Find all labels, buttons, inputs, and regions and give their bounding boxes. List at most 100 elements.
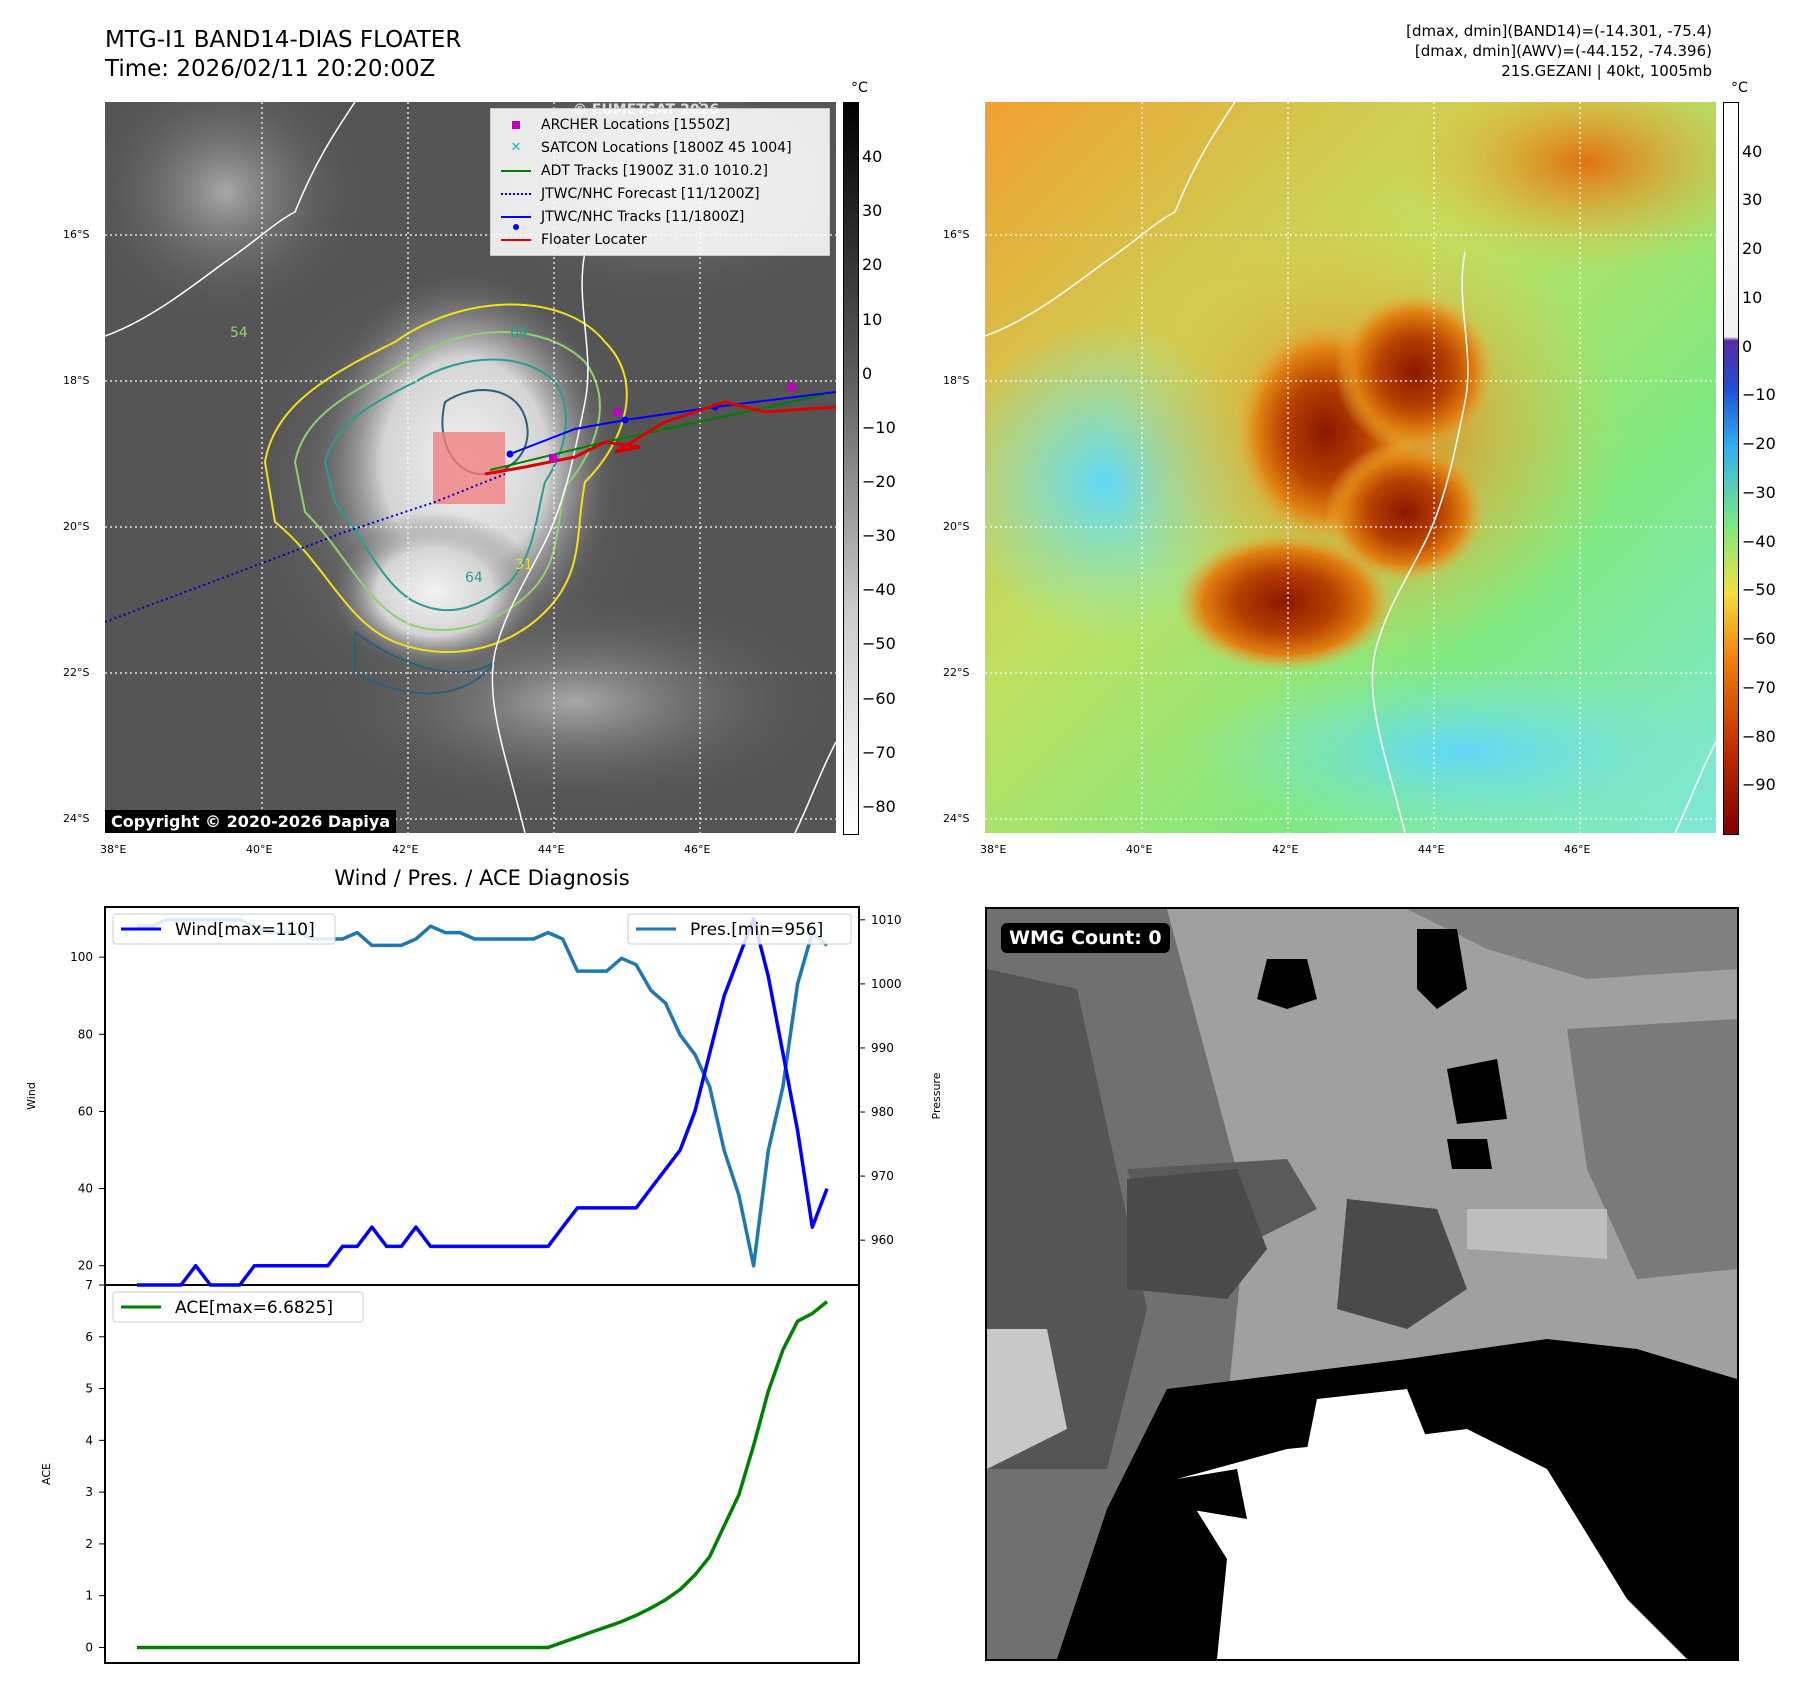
awv-colorbar-unit: °C [1731,80,1748,96]
ir-lat-label: 20°S [63,520,90,533]
ace-line [137,1300,829,1650]
ir-lat-label: 16°S [63,228,90,241]
wmg-dark-blob-3 [1337,1199,1467,1329]
pressure-axis-label: Pressure [930,1072,943,1119]
ir-lon-label: 38°E [100,843,127,856]
contour-label: 64 [510,325,528,341]
diag-title: Wind / Pres. / ACE Diagnosis [334,866,630,890]
wind-legend: Wind[max=110] [112,913,336,945]
legend-jtwc-track: JTWC/NHC Tracks [11/1800Z] [499,205,821,230]
ace-tick-label: 0 [85,1640,93,1654]
wmg-cold-cell [1417,929,1467,1009]
track-legend: ARCHER Locations [1550Z] ✕ SATCON Locati… [490,108,830,256]
square-marker-icon [499,120,533,129]
awv-colorbar-tick: −20 [1742,434,1776,454]
ir-colorbar-tick: −30 [862,526,896,546]
coastline-mozambique [491,251,589,834]
ir-colorbar-tick: 10 [862,309,883,329]
coastline-nw [104,101,356,337]
ir-colorbar-tick: 30 [862,201,883,221]
ir-storm-band [330,512,540,672]
awv-colorbar-tick: 10 [1742,287,1763,307]
legend-label: Floater Locater [541,231,647,248]
ir-lon-label: 46°E [684,843,711,856]
coastline-madagascar [1674,741,1717,834]
ace-legend: ACE[max=6.6825] [112,1291,364,1323]
ir-lat-label: 22°S [63,666,90,679]
awv-lon-label: 42°E [1272,843,1299,856]
contour-54 [293,331,601,631]
pressure-line [137,918,829,1268]
ir-colorbar-ticks: 40 30 20 10 0 −10 −20 −30 −40 −50 −60 −70 −80 [862,102,922,833]
copyright-label: Copyright © 2020-2026 Dapiya [105,810,397,833]
awv-map-panel [945,52,1785,842]
ace-tick-label: 4 [85,1433,93,1447]
jtwc-track-point [621,416,629,424]
wmg-warm-region [1177,1429,1687,1659]
wmg-cold-cell [1447,1059,1507,1124]
wmg-light-patch [987,1329,1067,1469]
ir-lat-label: 18°S [63,374,90,387]
wind-line [137,916,829,1287]
ace-axis-label: ACE [40,1463,53,1485]
line-dot-icon [499,215,533,230]
awv-lon-label: 38°E [980,843,1007,856]
pressure-tick-label: 970 [871,1169,894,1183]
ir-colorbar-tick: −50 [862,634,896,654]
ir-colorbar-tick: −60 [862,688,896,708]
awv-lat-label: 20°S [943,520,970,533]
ir-colorbar-tick: −40 [862,580,896,600]
awv-colorbar-tick: −90 [1742,775,1776,795]
ir-lon-label: 44°E [538,843,565,856]
ir-colorbar [843,102,859,835]
wmg-dark-blob-2 [1127,1169,1267,1299]
pressure-tick-label: 1000 [871,977,902,991]
ir-colorbar-tick: 20 [862,255,883,275]
awv-colorbar-tick: −50 [1742,580,1776,600]
ace-frame [104,1284,860,1664]
ir-map-panel: 54 64 64 31 © EUMETSAT 2026 Copyright © … [85,62,855,834]
legend-forecast: JTWC/NHC Forecast [11/1200Z] [499,182,821,205]
awv-colorbar-tick: −10 [1742,385,1776,405]
wind-tick-label: 60 [78,1104,93,1118]
awv-core-4 [1325,442,1485,582]
x-marker-icon: ✕ [510,140,522,155]
awv-core-3 [1175,532,1395,672]
wmg-cold-cell [1177,1469,1247,1519]
contour-band [354,630,496,695]
awv-lat-label: 18°S [943,374,970,387]
awv-lon-label: 40°E [1126,843,1153,856]
ace-tick-label: 1 [85,1589,93,1603]
jtwc-track-point [506,450,514,458]
awv-dry-south [1185,662,1745,842]
awv-colorbar-tick: −30 [1742,482,1776,502]
awv-colorbar-tick: 20 [1742,239,1763,259]
awv-colorbar-ticks: 40 30 20 10 0 −10 −20 −30 −40 −50 −60 −70 −80 −90 [1742,102,1797,833]
ir-lon-label: 40°E [246,843,273,856]
storm-info: 21S.GEZANI | 40kt, 1005mb [1501,62,1712,80]
ir-colorbar-tick: 0 [862,363,873,383]
wmg-cold-cell [1257,959,1317,1009]
ir-colorbar-tick: −70 [862,742,896,762]
wind-tick-label: 80 [78,1027,93,1041]
ace-tick-label: 7 [85,1278,93,1292]
wmg-gray-e [1567,1019,1737,1279]
awv-colorbar [1723,102,1739,835]
ace-tick-label: 5 [85,1382,93,1396]
awv-colorbar-tick: −70 [1742,677,1776,697]
contour-label: 31 [515,557,533,573]
wind-axis-label: Wind [25,1082,38,1110]
wmg-bright-streak [1467,1209,1607,1259]
archer-marker [788,383,796,391]
legend-label: JTWC/NHC Tracks [11/1800Z] [541,208,745,225]
ir-colorbar-tick: −80 [862,796,896,816]
contour-31 [263,303,628,653]
wmg-count-badge: WMG Count: 0 [1001,923,1170,953]
range-band14: [dmax, dmin](BAND14)=(-14.301, -75.4) [1406,22,1712,40]
pres-legend-label: Pres.[min=956] [690,920,823,940]
legend-label: ARCHER Locations [1550Z] [541,116,731,133]
legend-label: SATCON Locations [1800Z 45 1004] [541,139,792,156]
awv-lat-label: 16°S [943,228,970,241]
range-awv: [dmax, dmin](AWV)=(-44.152, -74.396) [1414,42,1712,60]
legend-label: JTWC/NHC Forecast [11/1200Z] [541,185,760,202]
